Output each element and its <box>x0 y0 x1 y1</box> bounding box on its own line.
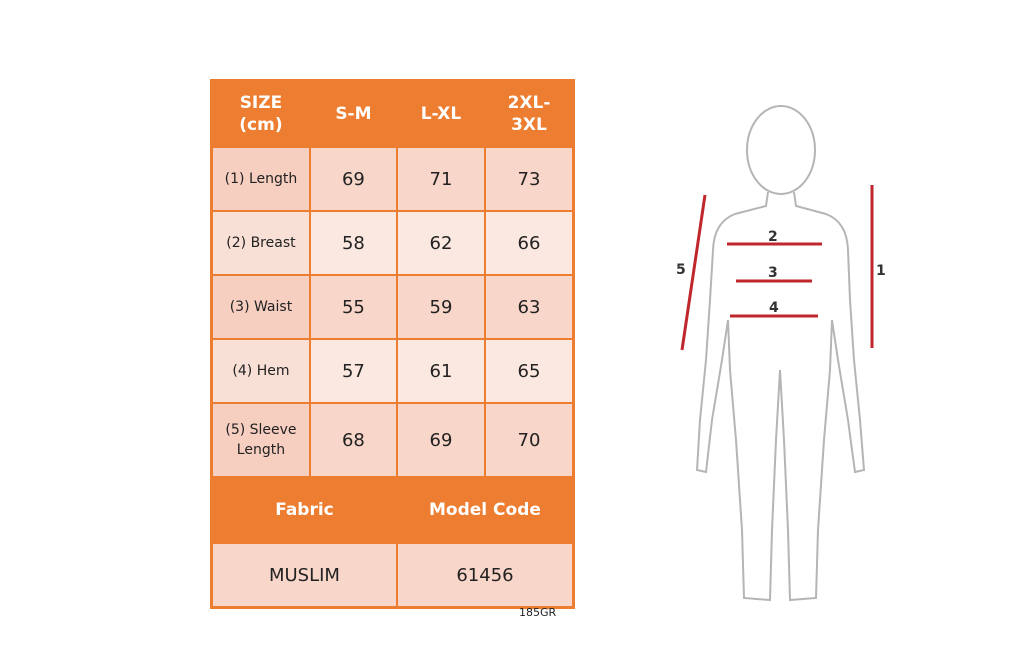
cell-value: 61 <box>396 339 485 403</box>
table-row: (2) Breast 58 62 66 <box>212 211 573 275</box>
model-code-value: 61456 <box>396 543 573 607</box>
table-row: (4) Hem 57 61 65 <box>212 339 573 403</box>
measurement-lines <box>680 185 874 351</box>
row-label: (1) Length <box>212 147 310 211</box>
cell-value: 57 <box>309 339 397 403</box>
cell-value: 69 <box>396 403 485 477</box>
weight-note: 185GR <box>519 606 557 619</box>
cell-value: 70 <box>484 403 573 477</box>
model-code-header: Model Code <box>396 477 573 543</box>
row-label: (2) Breast <box>212 211 310 275</box>
fabric-value: MUSLIM <box>212 543 397 607</box>
fabric-header: Fabric <box>212 477 397 543</box>
cell-value: 63 <box>484 275 573 339</box>
label-1: 1 <box>876 263 886 279</box>
header-2xl-3xl: 2XL- 3XL <box>484 81 573 147</box>
table-row: (1) Length 69 71 73 <box>212 147 573 211</box>
row-label: (3) Waist <box>212 275 310 339</box>
cell-value: 65 <box>484 339 573 403</box>
cell-value: 73 <box>484 147 573 211</box>
cell-value: 68 <box>309 403 397 477</box>
cell-value: 62 <box>396 211 485 275</box>
size-table: SIZE (cm) S-M L-XL 2XL- 3XL (1) Length 6… <box>210 79 575 609</box>
sleeve-line <box>680 194 707 351</box>
header-size: SIZE (cm) <box>212 81 310 147</box>
label-5: 5 <box>676 262 686 278</box>
footer-header: Fabric Model Code <box>212 477 573 543</box>
table-row: (5) Sleeve Length 68 69 70 <box>212 403 573 477</box>
table-row: (3) Waist 55 59 63 <box>212 275 573 339</box>
cell-value: 55 <box>309 275 397 339</box>
header-l-xl: L-XL <box>396 81 485 147</box>
row-label: (4) Hem <box>212 339 310 403</box>
header-s-m: S-M <box>309 81 397 147</box>
cell-value: 69 <box>309 147 397 211</box>
body-outline <box>695 105 866 602</box>
label-2: 2 <box>768 229 778 245</box>
table-header: SIZE (cm) S-M L-XL 2XL- 3XL <box>212 81 573 147</box>
footer-values: MUSLIM 61456 <box>212 543 573 607</box>
cell-value: 66 <box>484 211 573 275</box>
cell-value: 71 <box>396 147 485 211</box>
cell-value: 59 <box>396 275 485 339</box>
label-3: 3 <box>768 265 778 281</box>
row-label: (5) Sleeve Length <box>212 403 310 477</box>
cell-value: 58 <box>309 211 397 275</box>
label-4: 4 <box>769 300 779 316</box>
